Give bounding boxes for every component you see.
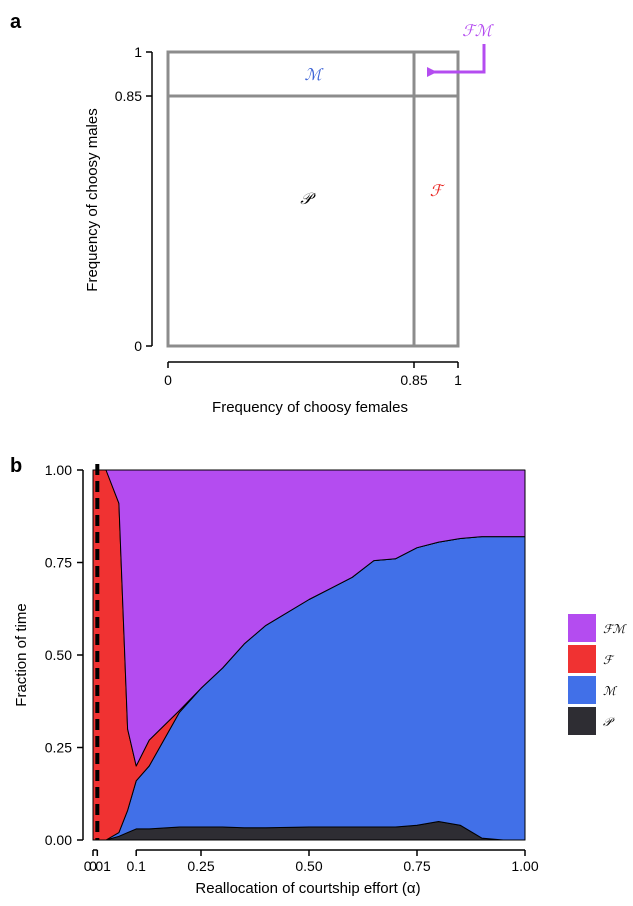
panel-b-x-axis-title: Reallocation of courtship effort (α) [195,880,420,897]
legend-label: ℳ [603,684,618,698]
x-tick-label: 0.01 [84,858,111,874]
region-label-fm: ℱℳ [462,21,495,40]
panel-b-axes: 0.00 0.25 0.50 0.75 1.00 00.01 0.1 0.25 0.50 0.75… [45,462,539,874]
y-tick-label: 0.25 [45,740,72,756]
y-tick-label: 0.85 [115,88,142,104]
legend-label: 𝒫 [603,715,615,729]
stacked-areas [92,464,526,841]
x-tick-label: 0 [164,372,172,388]
y-tick-label: 0.50 [45,647,72,663]
region-label-f: ℱ [430,181,446,200]
panel-a-y-axis-title: Frequency of choosy males [84,108,101,291]
legend-swatch [568,614,596,642]
panel-a: a 0 0.85 1 0 0.85 1 Frequency of choosy … [10,11,495,416]
region-box [166,50,460,348]
legend-label: ℱ [603,653,615,667]
x-tick-label: 0 [89,858,97,874]
x-tick-label: 0.1 [126,858,146,874]
legend-swatch [568,645,596,673]
x-tick-label: 0.50 [295,858,322,874]
x-tick-label: 1 [454,372,462,388]
panel-b-label: b [10,455,22,477]
region-label-m: ℳ [304,65,324,84]
region-label-p: 𝒫 [300,189,316,208]
x-tick-label: 0.25 [187,858,214,874]
y-tick-label: 1 [134,44,142,60]
fm-arrow [427,44,486,77]
y-tick-label: 0.00 [45,832,72,848]
panel-b-y-axis-title: Fraction of time [13,603,30,706]
y-tick-label: 0.75 [45,555,72,571]
panel-a-label: a [10,11,22,33]
y-tick-label: 1.00 [45,462,72,478]
x-tick-label: 1.00 [511,858,538,874]
area-series [92,469,526,767]
panel-a-x-axis-title: Frequency of choosy females [212,399,408,416]
legend-label: ℱℳ [603,622,627,636]
x-tick-label: 0.75 [403,858,430,874]
x-tick-label: 0.85 [400,372,427,388]
legend-swatch [568,676,596,704]
y-tick-label: 0 [134,338,142,354]
legend-swatch [568,707,596,735]
